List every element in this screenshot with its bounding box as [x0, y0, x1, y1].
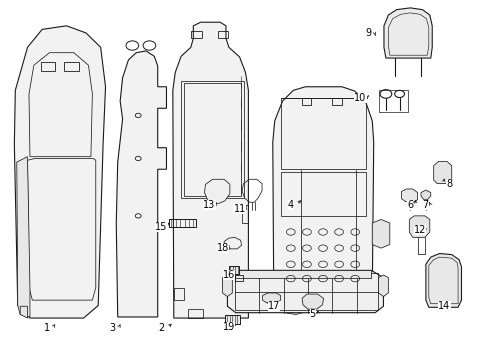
Text: 13: 13: [203, 200, 215, 210]
Text: 19: 19: [223, 322, 235, 332]
Polygon shape: [284, 302, 303, 315]
Text: 11: 11: [233, 204, 245, 214]
Text: 10: 10: [354, 93, 366, 103]
Polygon shape: [17, 157, 30, 317]
Bar: [168, 220, 195, 227]
Polygon shape: [20, 306, 27, 318]
Polygon shape: [378, 275, 387, 297]
Polygon shape: [383, 8, 431, 58]
Bar: [281, 172, 366, 216]
Bar: [173, 288, 183, 300]
Polygon shape: [302, 294, 323, 309]
Text: 4: 4: [287, 200, 293, 210]
Polygon shape: [172, 22, 248, 318]
Polygon shape: [227, 270, 383, 313]
Bar: [378, 90, 407, 112]
Polygon shape: [425, 253, 461, 307]
Polygon shape: [116, 51, 166, 317]
Bar: [41, 62, 55, 71]
Text: 5: 5: [309, 310, 315, 319]
Text: 1: 1: [44, 323, 50, 333]
Text: 2: 2: [158, 323, 164, 333]
Text: 6: 6: [407, 200, 412, 210]
Text: 8: 8: [446, 179, 451, 189]
Bar: [181, 81, 243, 198]
Polygon shape: [14, 26, 105, 318]
Polygon shape: [401, 189, 417, 203]
Bar: [64, 62, 79, 71]
Bar: [234, 273, 377, 310]
Polygon shape: [262, 293, 280, 303]
Bar: [228, 266, 238, 274]
Text: 18: 18: [217, 243, 229, 253]
Polygon shape: [371, 220, 389, 248]
Bar: [224, 315, 239, 324]
Text: 9: 9: [365, 28, 371, 38]
Text: 12: 12: [413, 225, 426, 235]
Polygon shape: [420, 190, 430, 200]
Polygon shape: [272, 87, 373, 302]
Text: 15: 15: [155, 222, 167, 231]
Text: 14: 14: [437, 301, 449, 311]
Bar: [190, 31, 201, 39]
Polygon shape: [433, 161, 451, 184]
Bar: [281, 98, 366, 169]
Polygon shape: [204, 179, 229, 203]
Bar: [301, 98, 311, 105]
Text: 17: 17: [267, 301, 279, 311]
Bar: [331, 98, 341, 105]
Text: 16: 16: [223, 270, 235, 280]
Polygon shape: [222, 275, 232, 297]
Polygon shape: [234, 270, 370, 278]
Polygon shape: [408, 216, 429, 237]
Bar: [234, 275, 242, 281]
Bar: [188, 309, 203, 318]
Text: 7: 7: [421, 200, 427, 210]
Text: 3: 3: [110, 323, 116, 333]
Bar: [183, 83, 241, 196]
Bar: [217, 31, 228, 39]
